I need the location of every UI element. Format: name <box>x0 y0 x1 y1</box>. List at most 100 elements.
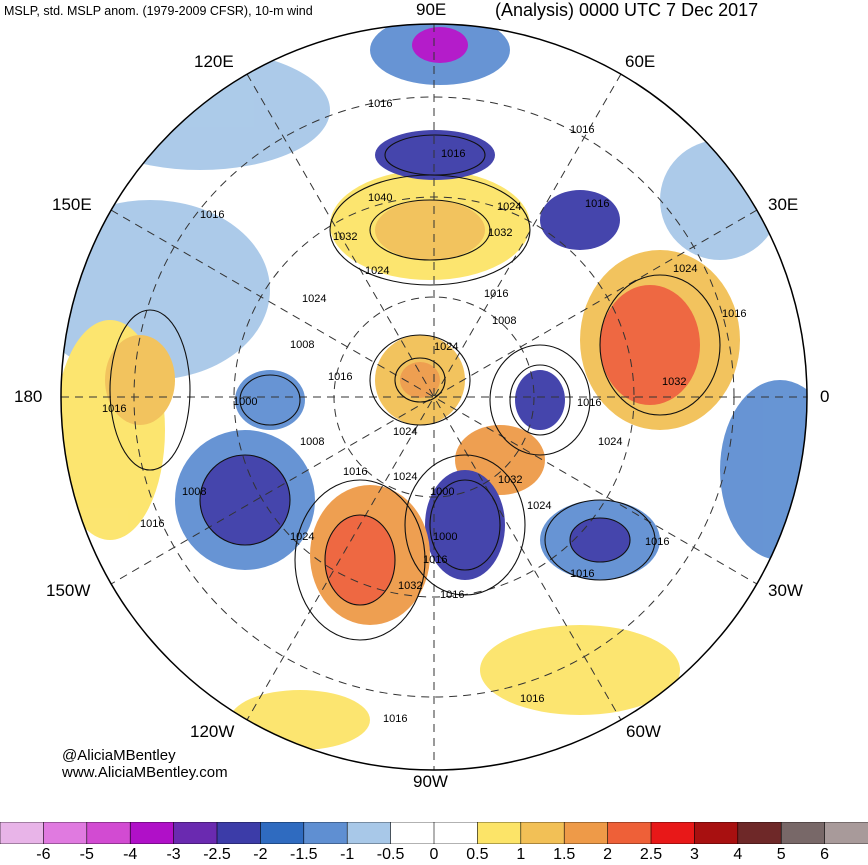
polar-map: 1016 1016 1016 1016 1040 1032 1024 1016 … <box>60 23 808 771</box>
colorbar-label: -6 <box>36 846 51 863</box>
isobar-label: 1032 <box>398 580 422 592</box>
colorbar-swatch <box>129 822 175 844</box>
colorbar-swatch <box>0 822 45 844</box>
isobar-label: 1008 <box>182 486 206 498</box>
lon-label-120w: 120W <box>190 722 235 741</box>
isobar-label: 1016 <box>570 124 594 136</box>
isobar-label: 1032 <box>498 474 522 486</box>
isobar-label: 1024 <box>365 265 389 277</box>
lon-label-150w: 150W <box>46 581 91 600</box>
isobar-label: 1032 <box>333 231 357 243</box>
lon-label-60e: 60E <box>625 52 656 71</box>
isobar-label: 1016 <box>577 397 601 409</box>
isobar-label: 1024 <box>598 436 622 448</box>
colorbar-swatch <box>173 822 218 844</box>
isobar-label: 1016 <box>368 98 392 110</box>
isobar-label: 1016 <box>328 371 352 383</box>
lon-label-120e: 120E <box>194 52 234 71</box>
colorbar-swatch <box>86 822 132 844</box>
lon-label-150e: 150E <box>52 195 92 214</box>
colorbar-swatch <box>216 822 262 844</box>
colorbar-swatch <box>260 822 305 844</box>
isobar-label: 1016 <box>102 403 126 415</box>
isobar-label: 1032 <box>662 376 686 388</box>
colorbar-label: 1 <box>516 846 526 863</box>
isobar-label: 1040 <box>368 192 392 204</box>
analysis-time: (Analysis) 0000 UTC 7 Dec 2017 <box>495 0 759 20</box>
map-boundary <box>60 23 808 771</box>
isobar-label: 1016 <box>343 466 367 478</box>
colorbar-label: -5 <box>79 846 94 863</box>
lon-label-90w: 90W <box>413 772 448 791</box>
lon-label-180: 180 <box>14 387 43 406</box>
graticule <box>61 24 807 770</box>
isobar-label: 1016 <box>585 198 609 210</box>
colorbar-swatch <box>303 822 348 844</box>
isobar-label: 1024 <box>290 531 314 543</box>
colorbar-swatch <box>694 822 739 844</box>
colorbar-swatch <box>737 822 782 844</box>
isobar-label: 1016 <box>570 568 594 580</box>
isobar-label: 1016 <box>140 518 164 530</box>
colorbar-swatch <box>780 822 826 844</box>
isobar-label: 1000 <box>430 486 454 498</box>
colorbar-label: -0.5 <box>376 846 405 863</box>
colorbar-label: -1 <box>340 846 355 863</box>
colorbar-swatch <box>520 822 565 844</box>
isobar-label: 1024 <box>302 293 326 305</box>
colorbar-swatch <box>433 822 479 844</box>
isobar-label: 1008 <box>290 339 314 351</box>
colorbar-label: 2.5 <box>639 846 663 863</box>
lon-label-60w: 60W <box>626 722 661 741</box>
lon-label-0: 0 <box>820 387 830 406</box>
isobar-label-layer: 1016 1016 1016 1016 1040 1032 1024 1016 … <box>102 98 746 725</box>
isobar-label: 1016 <box>423 554 447 566</box>
colorbar-label: 4 <box>733 846 743 863</box>
colorbar-label: 0 <box>429 846 439 863</box>
isobar-label: 1024 <box>673 263 697 275</box>
isobar-label: 1024 <box>497 201 521 213</box>
isobar-label: 1024 <box>393 426 417 438</box>
isobar-label: 1016 <box>200 209 224 221</box>
colorbar-label: -1.5 <box>290 846 318 863</box>
isobar-label: 1000 <box>433 531 457 543</box>
colorbar-label: -2.5 <box>203 846 231 863</box>
credit-website: www.AliciaMBentley.com <box>62 764 228 781</box>
isobar-label: 1016 <box>484 288 508 300</box>
isobar-label: 1016 <box>441 148 465 160</box>
colorbar <box>0 822 868 844</box>
colorbar-swatch <box>346 822 392 844</box>
lon-label-90e: 90E <box>416 0 447 19</box>
lon-label-30e: 30E <box>768 195 799 214</box>
colorbar-label: 2 <box>603 846 613 863</box>
isobar-label: 1024 <box>527 500 551 512</box>
isobar-label: 1024 <box>393 471 417 483</box>
isobar-label: 1000 <box>233 396 257 408</box>
isobar-label: 1008 <box>492 315 516 327</box>
isobar-label: 1032 <box>488 227 512 239</box>
colorbar-label: -2 <box>253 846 268 863</box>
lon-label-30w: 30W <box>768 581 803 600</box>
credit-handle: @AliciaMBentley <box>62 747 176 764</box>
colorbar-label: -4 <box>123 846 138 863</box>
map-title: MSLP, std. MSLP anom. (1979-2009 CFSR), … <box>4 4 313 18</box>
colorbar-swatch <box>563 822 609 844</box>
colorbar-label: 0.5 <box>466 846 489 863</box>
isobar-label: 1024 <box>434 341 458 353</box>
colorbar-label: -3 <box>166 846 181 863</box>
colorbar-label: 3 <box>689 846 699 863</box>
colorbar-swatch <box>43 822 88 844</box>
anomaly-shading <box>61 24 807 750</box>
isobar-label: 1016 <box>440 589 464 601</box>
isobar-label: 1016 <box>722 308 746 320</box>
isobar-label: 1016 <box>383 713 407 725</box>
colorbar-label: 5 <box>776 846 786 863</box>
isobar-label: 1016 <box>645 536 669 548</box>
map-disk <box>61 24 807 770</box>
isobar-label: 1016 <box>520 693 544 705</box>
colorbar-swatch <box>477 822 522 844</box>
isobars <box>109 134 721 641</box>
isobar-label: 1008 <box>300 436 324 448</box>
colorbar-swatch <box>607 822 652 844</box>
colorbar-label: 6 <box>820 846 830 863</box>
